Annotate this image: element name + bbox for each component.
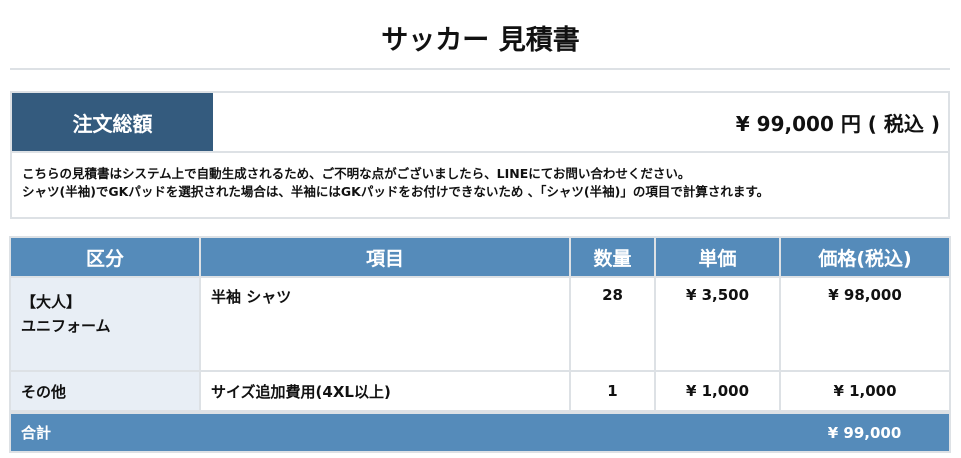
divider	[10, 68, 950, 70]
total-value: ¥ 99,000	[780, 410, 951, 453]
item-cell: 半袖 シャツ	[199, 276, 571, 372]
notice-line: シャツ(半袖)でGKパッドを選択された場合は、半袖にはGKパッドをお付けできない…	[22, 184, 770, 199]
price-cell: ¥ 1,000	[779, 370, 951, 413]
header-item: 項目	[199, 236, 571, 278]
unit-price-cell: ¥ 1,000	[654, 370, 781, 413]
header-qty: 数量	[569, 236, 656, 278]
divider	[12, 151, 948, 153]
estimate-table: 区分 項目 数量 単価 価格(税込) 【大人】ユニフォーム 半袖 シャツ 28 …	[9, 236, 951, 453]
table-header-row: 区分 項目 数量 単価 価格(税込)	[9, 236, 951, 278]
category-cell: その他	[9, 370, 201, 413]
total-label: 合計	[9, 410, 780, 453]
header-unit-price: 単価	[654, 236, 781, 278]
total-row: 合計 ¥ 99,000	[9, 410, 951, 453]
header-category: 区分	[9, 236, 201, 278]
qty-cell: 1	[569, 370, 656, 413]
notice-text: こちらの見積書はシステム上で自動生成されるため、ご不明な点がございましたら、LI…	[22, 165, 769, 201]
header-price: 価格(税込)	[779, 236, 951, 278]
notice-line: こちらの見積書はシステム上で自動生成されるため、ご不明な点がございましたら、LI…	[22, 166, 691, 181]
category-cell: 【大人】ユニフォーム	[9, 276, 201, 372]
table-row: その他 サイズ追加費用(4XL以上) 1 ¥ 1,000 ¥ 1,000	[9, 370, 951, 413]
order-total-label: 注文総額	[12, 93, 213, 151]
qty-cell: 28	[569, 276, 656, 372]
price-cell: ¥ 98,000	[779, 276, 951, 372]
category-line: 【大人】	[21, 293, 82, 311]
page-title: サッカー 見積書	[381, 25, 580, 56]
table-row: 【大人】ユニフォーム 半袖 シャツ 28 ¥ 3,500 ¥ 98,000	[9, 276, 951, 372]
category-line: ユニフォーム	[21, 317, 111, 335]
order-total-value: ¥ 99,000 円 ( 税込 )	[735, 111, 940, 136]
order-total-box: 注文総額 ¥ 99,000 円 ( 税込 ) こちらの見積書はシステム上で自動生…	[10, 91, 950, 219]
item-cell: サイズ追加費用(4XL以上)	[199, 370, 571, 413]
unit-price-cell: ¥ 3,500	[654, 276, 781, 372]
